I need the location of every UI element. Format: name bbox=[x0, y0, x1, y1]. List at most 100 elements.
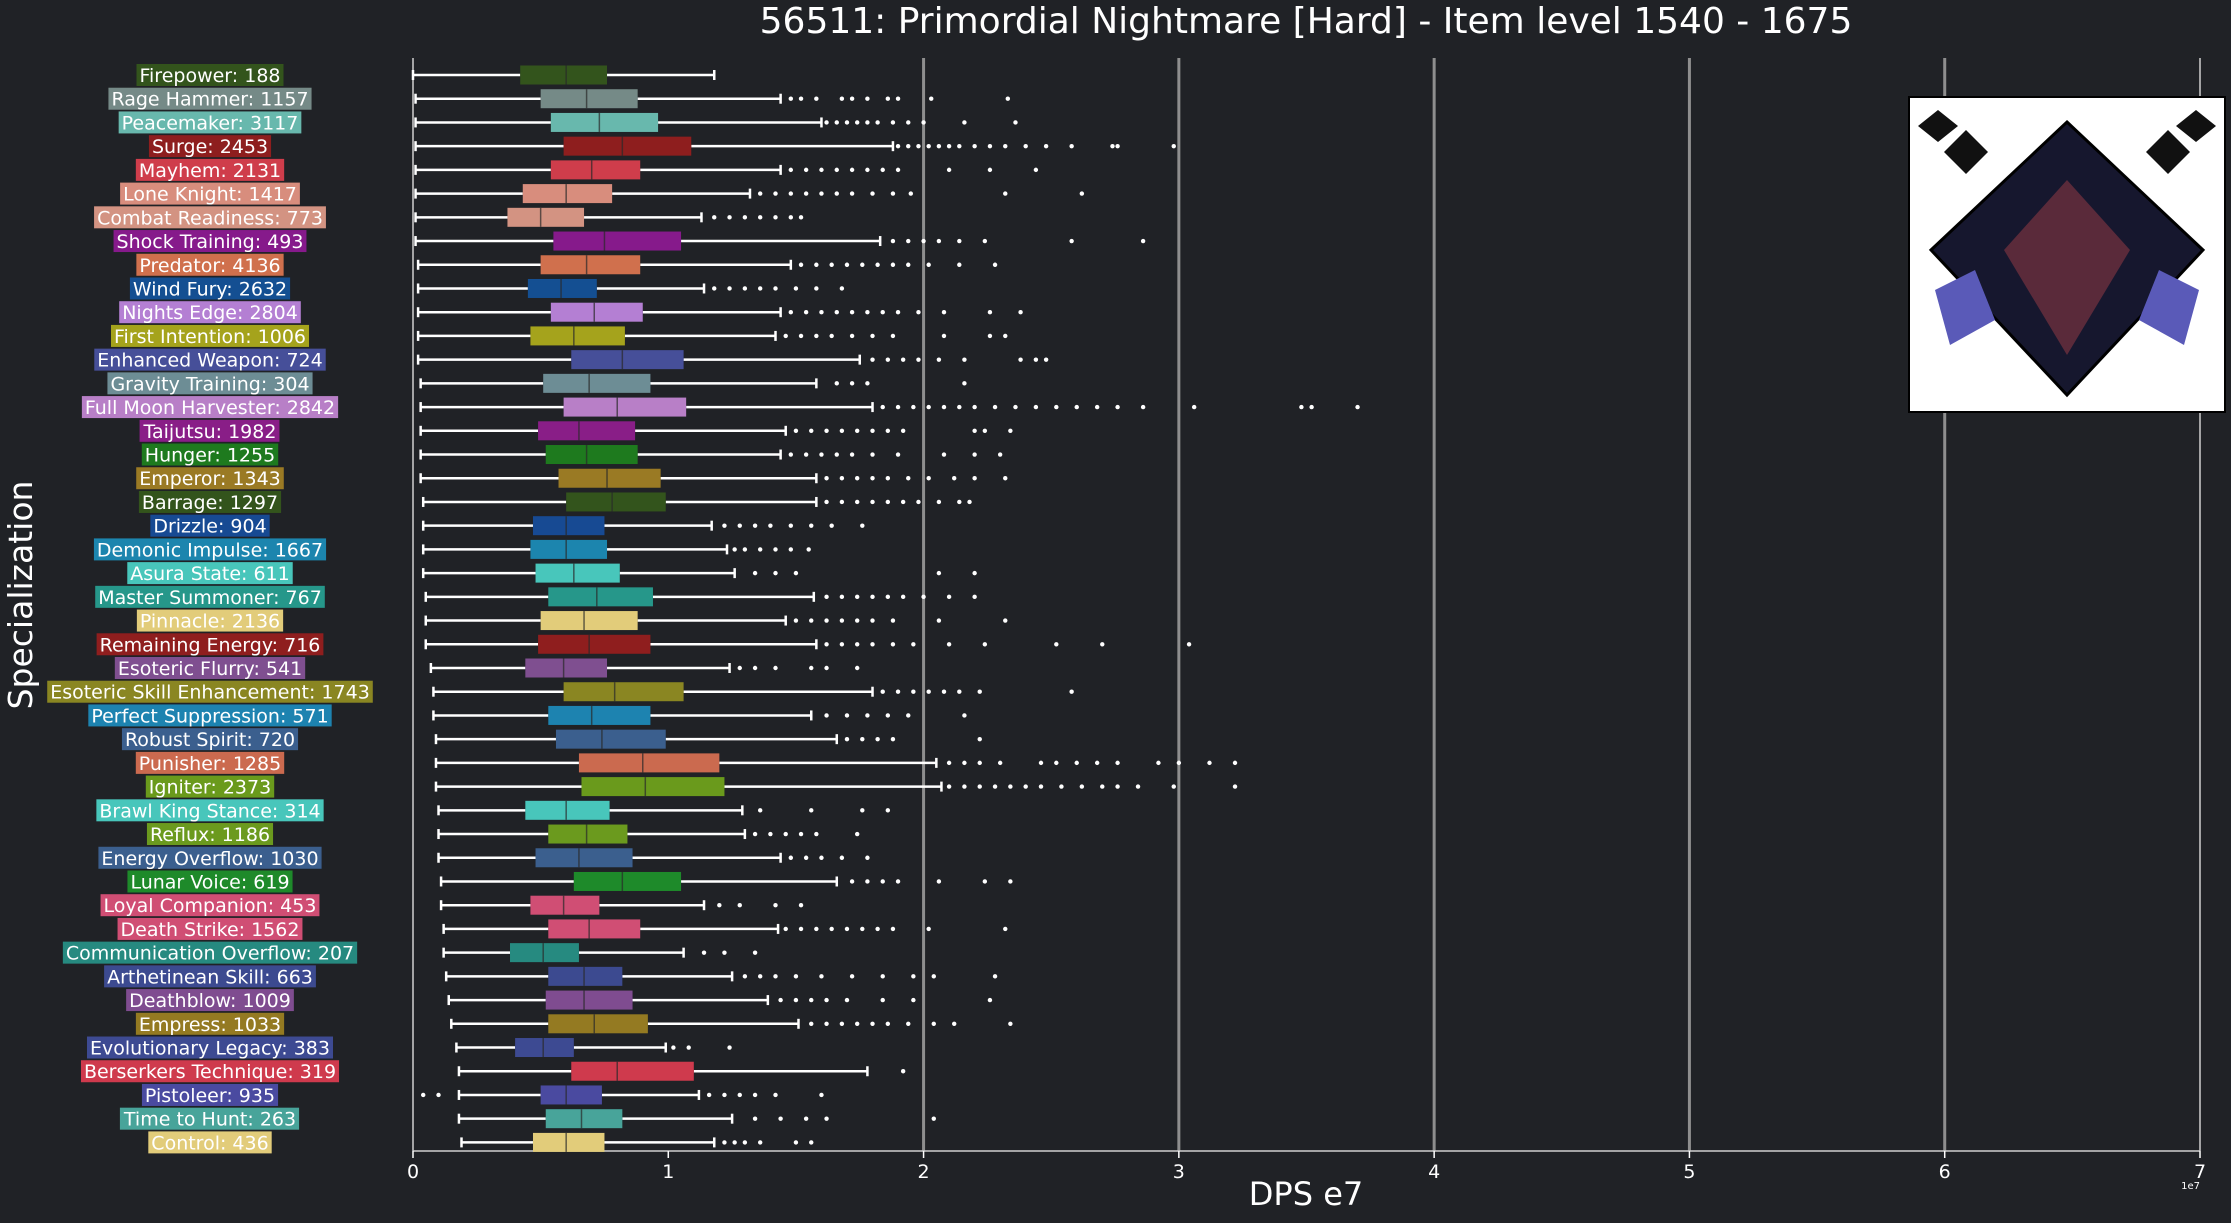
iqr-box bbox=[530, 895, 600, 915]
iqr-box bbox=[563, 397, 687, 417]
chart-title: 56511: Primordial Nightmare [Hard] - Ite… bbox=[760, 1, 1853, 42]
outlier-point bbox=[814, 262, 819, 267]
outlier-point bbox=[1043, 143, 1049, 149]
category-label: Wind Fury: 2632 bbox=[129, 277, 291, 300]
outlier-point bbox=[824, 1021, 829, 1026]
outlier-point bbox=[911, 689, 916, 694]
outlier-point bbox=[834, 381, 839, 386]
x-axis: 0 1 2 3 4 5 6 7 bbox=[407, 58, 2206, 1183]
raid-icon-inset bbox=[1908, 96, 2226, 413]
outlier-point bbox=[890, 618, 896, 623]
outlier-point bbox=[1135, 784, 1141, 789]
outlier-point bbox=[1033, 167, 1039, 173]
category-label: Barrage: 1297 bbox=[138, 490, 282, 514]
outlier-point bbox=[793, 286, 799, 291]
raid-emblem-small-diamond bbox=[2176, 110, 2216, 142]
outlier-point bbox=[982, 238, 988, 244]
iqr-box bbox=[535, 563, 620, 583]
outlier-point bbox=[906, 262, 911, 267]
outlier-point bbox=[906, 1021, 911, 1026]
box-group bbox=[416, 278, 845, 298]
outlier-point bbox=[1003, 926, 1008, 932]
category-label: Robust Spirit: 720 bbox=[121, 728, 299, 751]
outlier-point bbox=[839, 499, 845, 505]
outlier-point bbox=[824, 618, 829, 623]
category-label: Igniter: 2373 bbox=[145, 775, 275, 799]
iqr-box bbox=[515, 1038, 574, 1058]
outlier-point bbox=[712, 286, 717, 291]
category-label-background bbox=[141, 443, 279, 466]
outlier-point bbox=[860, 523, 865, 528]
category-label-text: Loyal Companion: 453 bbox=[104, 895, 317, 917]
outlier-point bbox=[788, 96, 794, 101]
category-label-text: Reflux: 1186 bbox=[150, 824, 270, 846]
outlier-point bbox=[773, 215, 778, 220]
box-group bbox=[419, 373, 967, 393]
outlier-point bbox=[737, 903, 742, 908]
outlier-point bbox=[865, 96, 870, 101]
x-tick-label: 6 bbox=[1939, 1161, 1951, 1183]
iqr-box bbox=[540, 1085, 602, 1105]
outlier-point bbox=[957, 499, 962, 505]
outlier-point bbox=[911, 404, 916, 410]
category-label-text: Enhanced Weapon: 724 bbox=[97, 350, 322, 372]
outlier-point bbox=[885, 594, 891, 600]
outlier-point bbox=[1003, 333, 1008, 339]
outlier-point bbox=[824, 594, 829, 600]
raid-emblem-small-diamond bbox=[1944, 130, 1988, 174]
outlier-point bbox=[972, 143, 977, 149]
category-label-text: Evolutionary Legacy: 383 bbox=[90, 1038, 330, 1060]
outlier-point bbox=[936, 143, 942, 149]
outlier-point bbox=[824, 499, 829, 505]
outlier-point bbox=[839, 642, 845, 647]
box-group bbox=[442, 919, 1008, 939]
outlier-point bbox=[1023, 784, 1028, 789]
category-label-background bbox=[139, 419, 280, 442]
box-group bbox=[437, 848, 870, 868]
box-group bbox=[414, 89, 1011, 109]
category-label-background bbox=[146, 823, 274, 846]
category-label-text: Demonic Impulse: 1667 bbox=[97, 539, 323, 561]
x-tick-label: 4 bbox=[1428, 1161, 1440, 1183]
x-tick-label: 7 bbox=[2194, 1161, 2206, 1183]
outlier-point bbox=[936, 570, 942, 576]
category-label: Peacemaker: 3117 bbox=[118, 111, 302, 134]
category-label-background bbox=[114, 657, 306, 679]
outlier-point bbox=[814, 96, 819, 101]
outlier-point bbox=[839, 476, 845, 481]
outlier-point bbox=[926, 404, 931, 410]
category-label: Rage Hammer: 1157 bbox=[108, 87, 312, 111]
outlier-point bbox=[957, 238, 962, 244]
outlier-point bbox=[742, 974, 748, 979]
category-label: Lone Knight: 1417 bbox=[120, 182, 300, 206]
box-group bbox=[434, 777, 1238, 797]
outlier-point bbox=[854, 476, 860, 481]
outlier-point bbox=[895, 689, 901, 694]
outlier-point bbox=[854, 642, 860, 647]
category-label-text: Nights Edge: 2804 bbox=[122, 302, 298, 324]
outlier-point bbox=[1013, 120, 1018, 125]
box-group bbox=[424, 634, 1192, 654]
outlier-point bbox=[885, 808, 891, 813]
category-label: Enhanced Weapon: 724 bbox=[94, 348, 326, 372]
category-label-text: Wind Fury: 2632 bbox=[133, 278, 287, 300]
category-label-background bbox=[110, 324, 310, 347]
outlier-point bbox=[752, 570, 758, 576]
outlier-point bbox=[895, 879, 901, 884]
box-series bbox=[411, 65, 1360, 1152]
outlier-point bbox=[916, 499, 921, 505]
outlier-point bbox=[809, 523, 814, 528]
outlier-point bbox=[752, 831, 758, 837]
outlier-point bbox=[987, 167, 993, 173]
outlier-point bbox=[936, 618, 942, 623]
outlier-point bbox=[946, 760, 952, 766]
category-label-text: Esoteric Flurry: 541 bbox=[118, 658, 302, 680]
outlier-point bbox=[803, 310, 809, 315]
outlier-point bbox=[911, 974, 916, 979]
outlier-point bbox=[962, 381, 967, 386]
outlier-point bbox=[773, 1092, 778, 1098]
outlier-point bbox=[906, 143, 911, 149]
outlier-point bbox=[921, 594, 926, 600]
outlier-point bbox=[926, 476, 931, 481]
